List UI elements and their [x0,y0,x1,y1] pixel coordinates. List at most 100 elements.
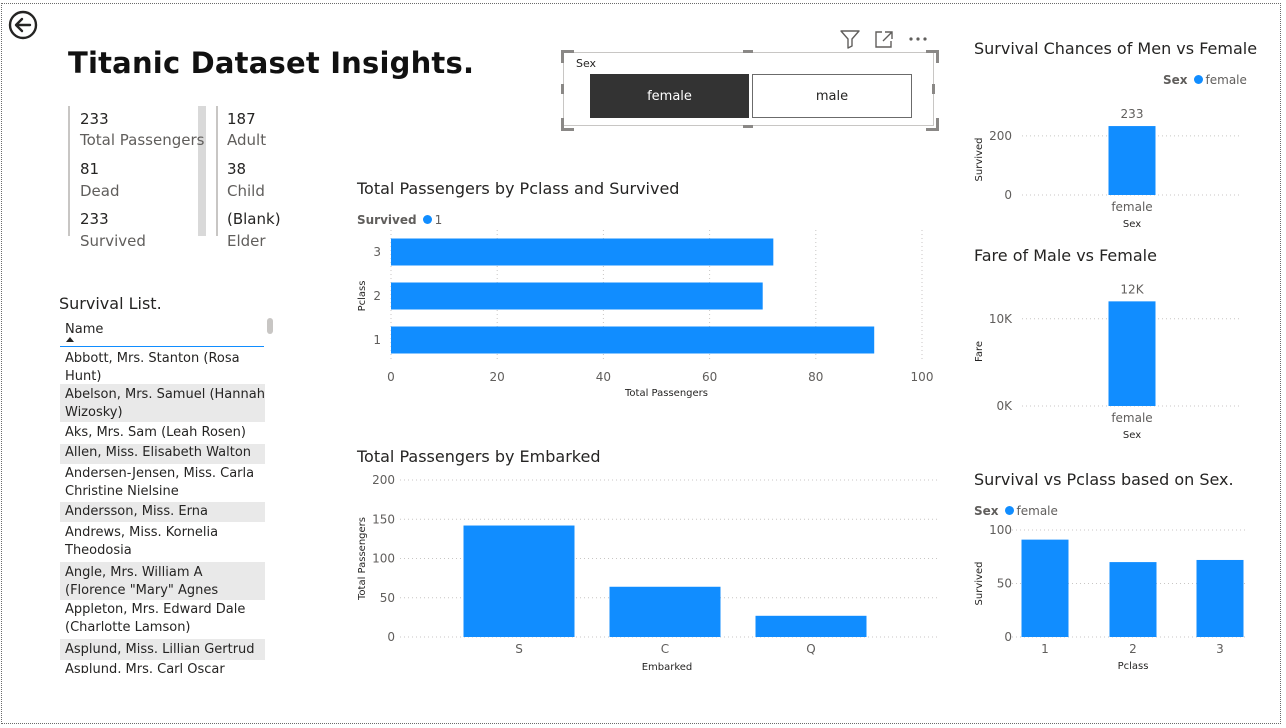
x-tick-label: Q [806,642,815,656]
table-row[interactable]: Andrews, Miss. Kornelia Theodosia [65,525,219,558]
x-axis-label: Sex [1123,430,1141,441]
y-tick-label: 0K [996,399,1013,413]
sort-ascending-icon[interactable] [66,337,74,342]
table-row[interactable]: Abbott, Mrs. Stanton (Rosa Hunt) [65,351,240,384]
focus-mode-icon[interactable] [873,28,895,50]
kpi-label: Child [227,182,265,200]
kpi-label: Total Passengers [80,131,205,149]
survival-pclass-chart: 0 50 100 1 2 3 Pclass Survived [974,523,1245,672]
bar [609,586,721,637]
bar [1108,301,1156,406]
slicer-option-female[interactable]: female [590,74,749,118]
table-row[interactable]: Abelson, Mrs. Samuel (Hannah Wizosky) [60,384,265,422]
table-row[interactable]: Angle, Mrs. William A (Florence "Mary" A… [60,562,265,600]
kpi-label: Elder [227,232,266,250]
bar [391,238,774,266]
kpi-value: 38 [227,160,247,178]
legend-title: Survived [357,213,417,227]
resize-handle[interactable] [926,50,939,63]
kpi-value: 187 [227,110,256,128]
y-tick-label: 50 [380,591,395,605]
chart-title-survival-sex: Survival Chances of Men vs Female [974,39,1258,58]
x-tick-label: 40 [596,370,611,384]
y-axis-label: Pclass [357,281,368,312]
header-underline [60,346,264,347]
table-row[interactable]: Asplund, Mrs. Carl Oscar (Selma Augusta … [65,662,225,673]
y-tick-label: 50 [997,577,1012,591]
resize-handle[interactable] [932,84,935,94]
legend-title: Sex [1163,73,1188,87]
more-options-icon[interactable] [907,28,929,50]
table-scrollbar[interactable] [267,318,273,334]
bar [1109,562,1157,637]
x-tick-label: 1 [1041,642,1049,656]
column-header-name[interactable]: Name [65,322,104,337]
kpi-value: 81 [80,160,100,178]
chart-title-pclass: Total Passengers by Pclass and Survived [357,179,680,198]
resize-handle[interactable] [561,118,574,131]
kpi-divider [216,106,218,236]
y-tick-label: 200 [372,473,395,487]
kpi-value: 233 [80,110,109,128]
x-tick-label: C [661,642,669,656]
resize-handle[interactable] [561,50,574,63]
resize-handle[interactable] [743,125,753,128]
back-arrow-icon[interactable] [8,10,38,40]
y-tick-label: 0 [1004,188,1012,202]
fare-sex-chart: 0K 10K female 12K Sex Fare [974,282,1240,441]
y-axis-label: Survived [974,138,985,182]
data-label: 233 [1121,107,1144,121]
kpi-label: Survived [80,232,146,250]
legend-survival-sex: Sex female [1163,69,1247,88]
x-tick-label: female [1111,200,1152,214]
resize-handle[interactable] [743,50,753,53]
legend-pclass: Survived 1 [357,209,442,228]
resize-handle[interactable] [926,118,939,131]
kpi-label: Adult [227,131,267,149]
table-row[interactable]: Allen, Miss. Elisabeth Walton [60,444,265,464]
y-axis-label: Survived [974,562,985,606]
kpi-divider [68,106,70,236]
bar [1196,559,1244,637]
y-tick-label: 1 [373,333,381,347]
y-tick-label: 100 [372,552,395,566]
table-row[interactable]: Asplund, Miss. Lillian Gertrud [60,639,265,660]
filter-icon[interactable] [839,28,861,50]
table-row[interactable]: Andersson, Miss. Erna Alexandra [60,502,265,522]
x-tick-label: 100 [911,370,934,384]
table-row[interactable]: Appleton, Mrs. Edward Dale (Charlotte La… [65,602,246,635]
x-axis-label: Sex [1123,219,1141,230]
table-row[interactable]: Aks, Mrs. Sam (Leah Rosen) [65,425,246,440]
survival-list-title: Survival List. [59,294,162,313]
y-tick-label: 2 [373,289,381,303]
legend-title: Sex [974,504,999,518]
slicer-option-male[interactable]: male [752,74,912,118]
bar [755,615,867,637]
y-tick-label: 3 [373,245,381,259]
x-tick-label: 80 [808,370,823,384]
data-label: 12K [1120,282,1144,296]
y-tick-label: 0 [387,630,395,644]
chart-title-embarked: Total Passengers by Embarked [357,447,601,466]
kpi-scrollbar [198,106,206,236]
report-canvas [1,3,1281,724]
slicer-label: Sex [576,57,597,70]
y-tick-label: 0 [1004,630,1012,644]
bar [391,282,763,310]
legend-marker [422,215,432,224]
legend-item: female [1205,73,1247,87]
resize-handle[interactable] [561,84,564,94]
kpi-value: (Blank) [227,210,281,228]
bar [1021,539,1069,637]
chart-title-fare-sex: Fare of Male vs Female [974,246,1157,265]
x-tick-label: 2 [1129,642,1137,656]
table-row[interactable]: Andersen-Jensen, Miss. Carla Christine N… [65,466,255,499]
legend-item: female [1016,504,1058,518]
kpi-label: Dead [80,182,120,200]
x-tick-label: 60 [702,370,717,384]
y-tick-label: 10K [989,312,1013,326]
legend-item: 1 [434,213,443,227]
legend-marker [1193,75,1203,84]
y-tick-label: 100 [989,523,1012,537]
x-tick-label: female [1111,411,1152,425]
